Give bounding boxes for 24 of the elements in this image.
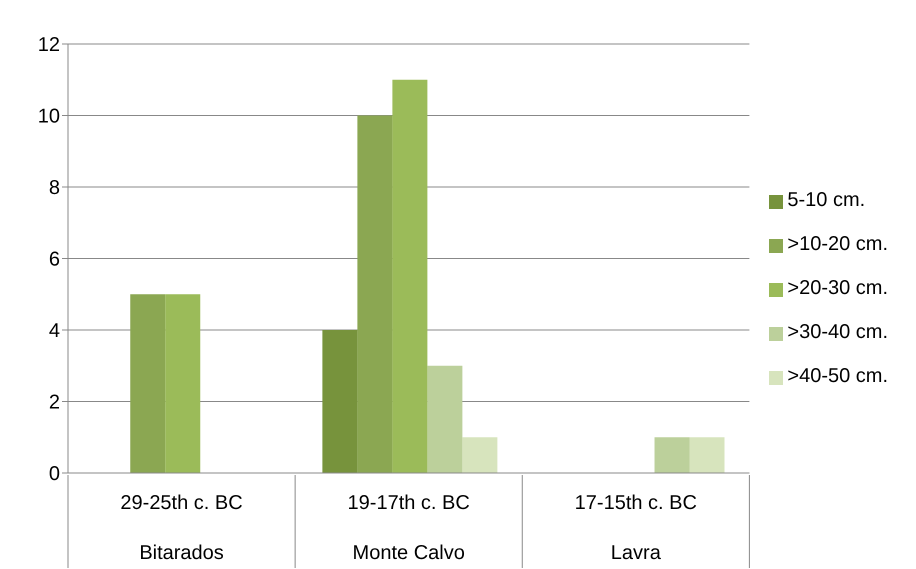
bar [427, 366, 462, 473]
bar [690, 437, 725, 473]
category-label: 17-15th c. BC Lavra [574, 492, 697, 564]
legend-label: >30-40 cm. [787, 321, 888, 343]
legend-label: 5-10 cm. [787, 189, 866, 211]
bar [392, 80, 428, 473]
bar [322, 330, 358, 473]
y-tick-label: 6 [48, 248, 60, 271]
y-tick-label: 2 [48, 392, 60, 414]
y-tick-label: 0 [48, 463, 60, 486]
category-label: 29-25th c. BC Bitarados [120, 492, 243, 564]
y-tick-label: 4 [48, 320, 60, 342]
bar [357, 116, 392, 473]
y-tick-label: 8 [48, 177, 60, 200]
legend-label: >10-20 cm. [787, 233, 888, 255]
y-tick-label: 10 [38, 106, 60, 128]
legend-label: >20-30 cm. [787, 277, 888, 299]
bar [462, 437, 498, 473]
bar [130, 294, 166, 473]
legend-label: >40-50 cm. [787, 365, 888, 387]
category-label: 19-17th c. BC Monte Calvo [348, 492, 470, 564]
y-tick-label: 12 [38, 34, 60, 56]
bar [165, 294, 200, 473]
bar [654, 437, 690, 473]
